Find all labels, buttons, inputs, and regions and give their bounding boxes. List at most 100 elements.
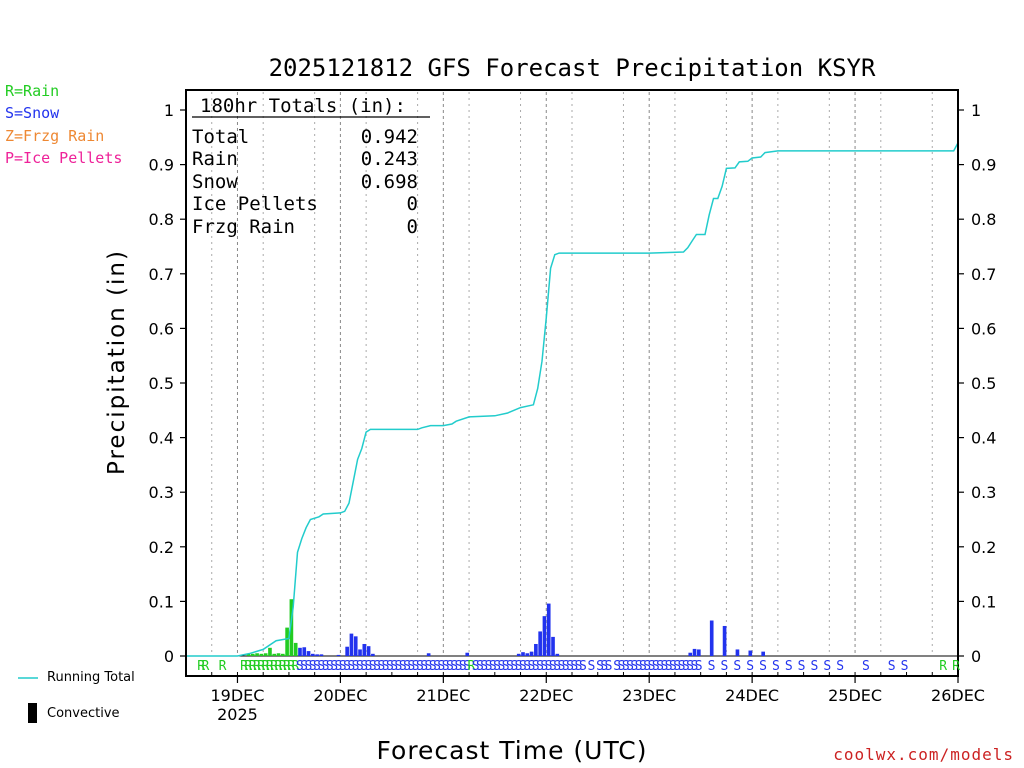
ptype-marker: S bbox=[639, 659, 647, 674]
ptype-marker: S bbox=[746, 659, 754, 674]
totals-box: 180hr Totals (in): Total 0.942 Rain 0.24… bbox=[192, 95, 430, 238]
ptype-marker: S bbox=[575, 659, 583, 674]
ptype-marker: R bbox=[292, 659, 300, 674]
ptype-marker: S bbox=[678, 659, 686, 674]
ptype-marker: S bbox=[510, 659, 518, 674]
y-tick-label-left: 0.1 bbox=[149, 592, 174, 611]
precip-bar bbox=[529, 651, 534, 656]
ptype-marker: S bbox=[304, 659, 312, 674]
precip-bar bbox=[371, 653, 375, 656]
precip-bar bbox=[298, 647, 302, 656]
ptype-marker: S bbox=[386, 659, 394, 674]
totals-header: 180hr Totals (in): bbox=[200, 95, 406, 117]
y-tick-label-right: 0.3 bbox=[971, 483, 996, 502]
x-tick-sublabel: 2025 bbox=[217, 705, 258, 724]
ptype-marker: S bbox=[823, 659, 831, 674]
ptype-marker: S bbox=[570, 659, 578, 674]
ptype-marker: S bbox=[326, 659, 334, 674]
ptype-marker: S bbox=[360, 659, 368, 674]
precip-bar bbox=[259, 653, 264, 656]
y-axis-left: 0 0.1 0.2 0.3 0.4 0.5 0.6 0.7 0.8 0.9 1 bbox=[149, 101, 186, 666]
ptype-marker: R bbox=[219, 659, 227, 674]
precip-bar bbox=[465, 652, 470, 656]
ptype-marker: S bbox=[390, 659, 398, 674]
ptype-marker: S bbox=[347, 659, 355, 674]
totals-label-rain: Rain bbox=[192, 148, 238, 170]
precip-bar bbox=[349, 633, 354, 656]
ptype-marker: S bbox=[459, 659, 467, 674]
ptype-marker: S bbox=[322, 659, 330, 674]
totals-value-rain: 0.243 bbox=[361, 148, 418, 170]
precip-bar bbox=[426, 653, 431, 656]
ptype-marker: S bbox=[888, 659, 896, 674]
ptype-marker: S bbox=[596, 659, 604, 674]
ptype-marker: S bbox=[618, 659, 626, 674]
precip-bar bbox=[345, 646, 349, 656]
ptype-marker: R bbox=[257, 659, 265, 674]
ptype-marker: S bbox=[412, 659, 420, 674]
precip-bar bbox=[250, 653, 255, 656]
ptype-marker: S bbox=[480, 659, 488, 674]
ptype-marker: S bbox=[626, 659, 634, 674]
ptype-marker: S bbox=[605, 659, 613, 674]
legend-frzg-rain-label: Z=Frzg Rain bbox=[5, 127, 105, 145]
running-total-line bbox=[186, 142, 959, 657]
ptype-marker: S bbox=[489, 659, 497, 674]
ptype-marker: S bbox=[399, 659, 407, 674]
ptype-marker: R bbox=[952, 659, 960, 674]
y-axis-label: Precipitation (in) bbox=[104, 249, 130, 475]
ptype-marker: R bbox=[467, 659, 475, 674]
precip-bar bbox=[255, 653, 259, 656]
ptype-marker: S bbox=[549, 659, 557, 674]
y-tick-label-left: 0.4 bbox=[149, 429, 174, 448]
precip-bar bbox=[521, 652, 525, 656]
precip-bars bbox=[246, 599, 765, 656]
y-tick-label-left: 0.6 bbox=[149, 319, 174, 338]
precip-bar bbox=[353, 636, 358, 656]
ptype-marker: S bbox=[527, 659, 535, 674]
x-axis-label: Forecast Time (UTC) bbox=[377, 736, 648, 765]
ptype-marker: S bbox=[493, 659, 501, 674]
ptype-marker: S bbox=[720, 659, 728, 674]
y-axis-right: 0 0.1 0.2 0.3 0.4 0.5 0.6 0.7 0.8 0.9 1 bbox=[958, 101, 996, 666]
precip-bar bbox=[688, 652, 693, 656]
ptype-marker: S bbox=[497, 659, 505, 674]
ptype-marker: S bbox=[690, 659, 698, 674]
ptype-marker: S bbox=[429, 659, 437, 674]
y-tick-label-right: 0.7 bbox=[971, 265, 996, 284]
y-tick-label-left: 0.5 bbox=[149, 374, 174, 393]
precip-bar bbox=[722, 625, 727, 656]
totals-value-total: 0.942 bbox=[361, 126, 418, 148]
ptype-marker: S bbox=[296, 659, 304, 674]
ptype-marker: S bbox=[566, 659, 574, 674]
precip-bar bbox=[268, 647, 272, 656]
precip-bar bbox=[366, 646, 371, 656]
precip-bar bbox=[538, 631, 542, 656]
y-tick-label-left: 0 bbox=[164, 647, 174, 666]
ptype-marker: S bbox=[665, 659, 673, 674]
precip-bar bbox=[692, 648, 697, 656]
precip-bar bbox=[555, 653, 560, 656]
x-tick-label: 22DEC bbox=[519, 686, 573, 705]
ptype-marker: S bbox=[433, 659, 441, 674]
ptype-marker: S bbox=[630, 659, 638, 674]
ptype-marker: S bbox=[485, 659, 493, 674]
ptype-marker: S bbox=[673, 659, 681, 674]
ptype-marker: R bbox=[287, 659, 295, 674]
ptype-marker: S bbox=[515, 659, 523, 674]
ptype-marker: R bbox=[283, 659, 291, 674]
ptype-marker: S bbox=[558, 659, 566, 674]
precip-bar bbox=[362, 643, 367, 656]
ptype-marker: R bbox=[266, 659, 274, 674]
ptype-marker: S bbox=[463, 659, 471, 674]
ptype-marker: S bbox=[330, 659, 338, 674]
precip-bar bbox=[285, 627, 289, 656]
ptype-marker: S bbox=[356, 659, 364, 674]
precip-bar bbox=[525, 653, 530, 656]
ptype-marker: S bbox=[652, 659, 660, 674]
ptype-marker: S bbox=[708, 659, 716, 674]
ptype-marker: S bbox=[382, 659, 390, 674]
ptype-marker: S bbox=[373, 659, 381, 674]
totals-value-snow: 0.698 bbox=[361, 171, 418, 193]
